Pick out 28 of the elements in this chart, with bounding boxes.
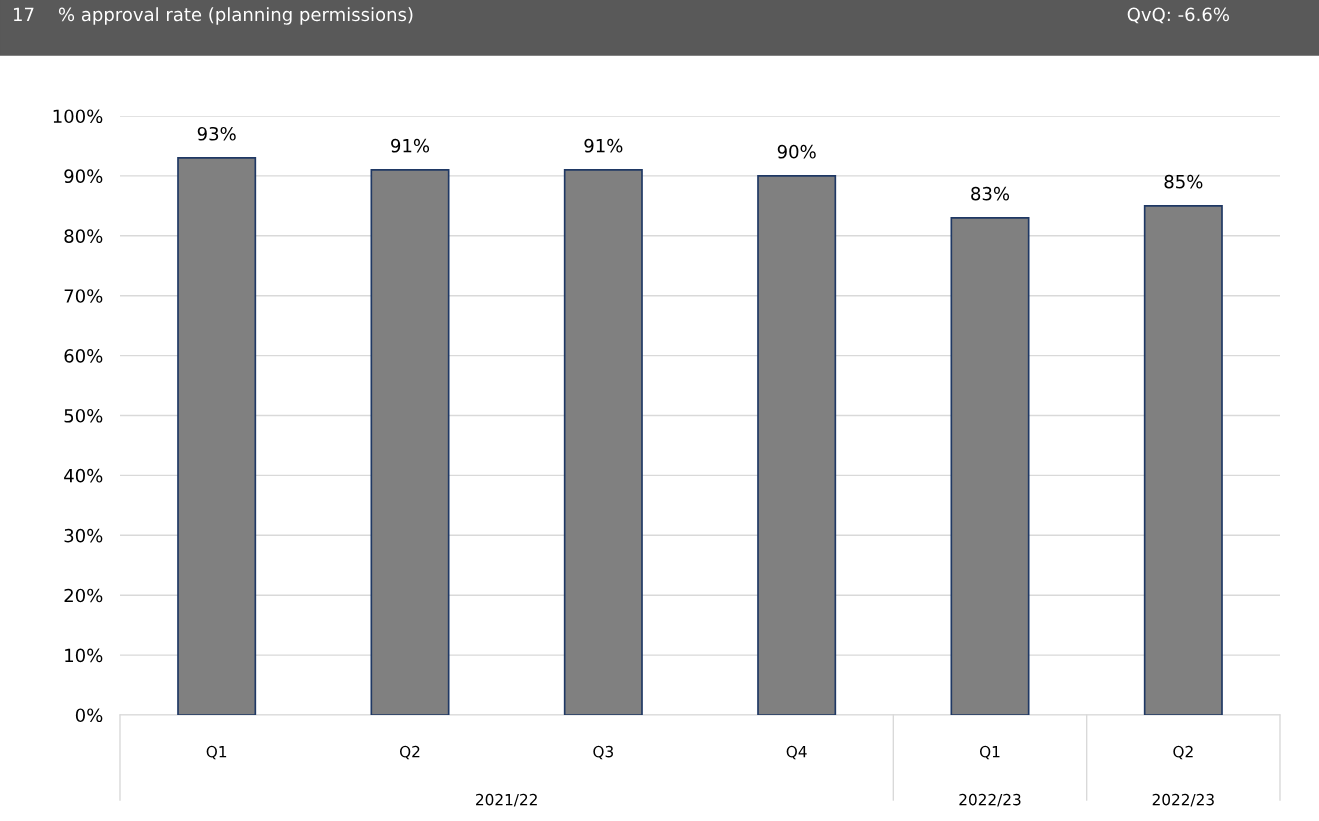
data-label: 91%: [391, 138, 430, 153]
x-tick-label: Q2: [399, 745, 420, 760]
chart-subtitle: QvQ: -6.6%: [1127, 7, 1229, 24]
y-tick-label: 10%: [65, 648, 103, 663]
y-tick-label: 20%: [64, 588, 103, 603]
data-label: 93%: [197, 126, 236, 141]
y-tick-label: 100%: [53, 109, 103, 124]
y-tick-label: 30%: [64, 528, 103, 543]
data-label: 85%: [1164, 174, 1203, 189]
x-tick-label: Q3: [593, 745, 613, 760]
text: 2022/23: [959, 793, 1021, 807]
data-label: 83%: [971, 186, 1010, 201]
x-tick-label: Q1: [979, 745, 1000, 760]
y-tick-label: 70%: [64, 289, 103, 303]
data-label: 91%: [584, 138, 623, 153]
y-tick-label: 90%: [64, 169, 103, 184]
x-tick-label: Q1: [206, 745, 227, 760]
chart-title: 17 % approval rate (planning permissions): [13, 7, 413, 25]
data-label: 90%: [777, 144, 816, 159]
text: 2021/22: [476, 793, 537, 807]
y-tick-label: 40%: [64, 468, 103, 483]
x-tick-label: Q4: [786, 745, 807, 760]
y-tick-label: 0%: [75, 708, 103, 723]
y-tick-label: 50%: [64, 408, 103, 423]
x-tick-label: Q2: [1173, 745, 1193, 760]
y-tick-label: 60%: [64, 349, 103, 363]
text: 2022/23: [1152, 793, 1214, 807]
y-tick-label: 80%: [64, 229, 103, 243]
